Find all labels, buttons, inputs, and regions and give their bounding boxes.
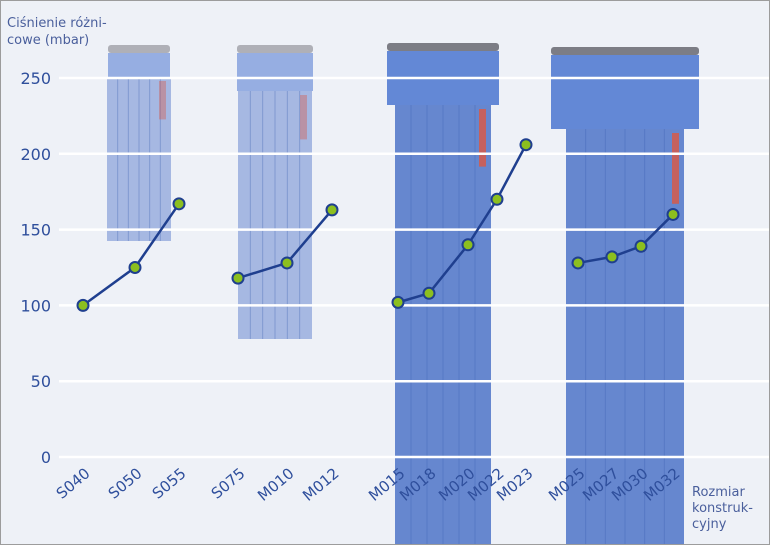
gridlines xyxy=(59,76,769,459)
y-tick-0: 0 xyxy=(41,448,51,467)
y-axis: 0 50 100 150 200 250 xyxy=(20,69,51,467)
filter-cap xyxy=(108,53,170,77)
filter-body xyxy=(566,129,684,544)
filter-indicator xyxy=(672,133,679,204)
filter-cap xyxy=(237,53,313,91)
x-axis-title-line: konstruk- xyxy=(692,501,753,516)
data-point-m032 xyxy=(666,207,680,221)
data-point-m023 xyxy=(519,138,533,152)
data-point-m030 xyxy=(634,239,648,253)
axis-titles: Ciśnienie różni-cowe (mbar) Rozmiarkonstr… xyxy=(7,16,753,532)
x-tick-m010: M010 xyxy=(254,464,297,505)
filter-cap-top xyxy=(108,45,170,53)
x-tick-m012: M012 xyxy=(299,464,342,505)
x-tick-s050: S050 xyxy=(105,464,146,502)
x-axis-title-line: cyjny xyxy=(692,517,727,532)
series-line-4 xyxy=(577,213,674,265)
data-point-s040 xyxy=(76,298,90,312)
filter-cap-top xyxy=(237,45,313,53)
x-tick-s040: S040 xyxy=(53,464,94,502)
data-point-s055 xyxy=(172,197,186,211)
filter-cap xyxy=(551,55,699,129)
x-tick-s055: S055 xyxy=(149,464,190,502)
data-point-m010 xyxy=(280,256,294,270)
y-axis-title-line: Ciśnienie różni- xyxy=(7,16,107,31)
filter-indicator xyxy=(159,81,166,120)
y-tick-250: 250 xyxy=(20,69,51,88)
data-point-m025 xyxy=(571,256,585,270)
filter-body xyxy=(395,105,491,544)
data-point-m022 xyxy=(490,192,504,206)
filter-cap-top xyxy=(387,43,499,51)
y-tick-200: 200 xyxy=(20,145,51,164)
y-axis-title-line: cowe (mbar) xyxy=(7,33,89,48)
x-tick-s075: S075 xyxy=(208,464,249,502)
y-tick-50: 50 xyxy=(31,372,51,391)
data-point-m020 xyxy=(461,238,475,252)
filter-cap-top xyxy=(551,47,699,55)
series-lines xyxy=(76,138,680,312)
filter-body xyxy=(107,77,171,241)
data-point-m012 xyxy=(325,203,339,217)
filter-body xyxy=(238,91,312,339)
data-point-s075 xyxy=(231,271,245,285)
filter-indicator xyxy=(300,95,307,140)
filter-housings-background xyxy=(107,43,699,544)
data-point-s050 xyxy=(128,261,142,274)
filter-indicator xyxy=(479,109,486,167)
data-point-m027 xyxy=(605,250,619,264)
y-tick-100: 100 xyxy=(20,296,51,315)
data-point-m018 xyxy=(422,286,436,300)
data-point-m015 xyxy=(391,295,405,309)
y-tick-150: 150 xyxy=(20,221,51,240)
x-axis-title-line: Rozmiar xyxy=(692,485,745,500)
